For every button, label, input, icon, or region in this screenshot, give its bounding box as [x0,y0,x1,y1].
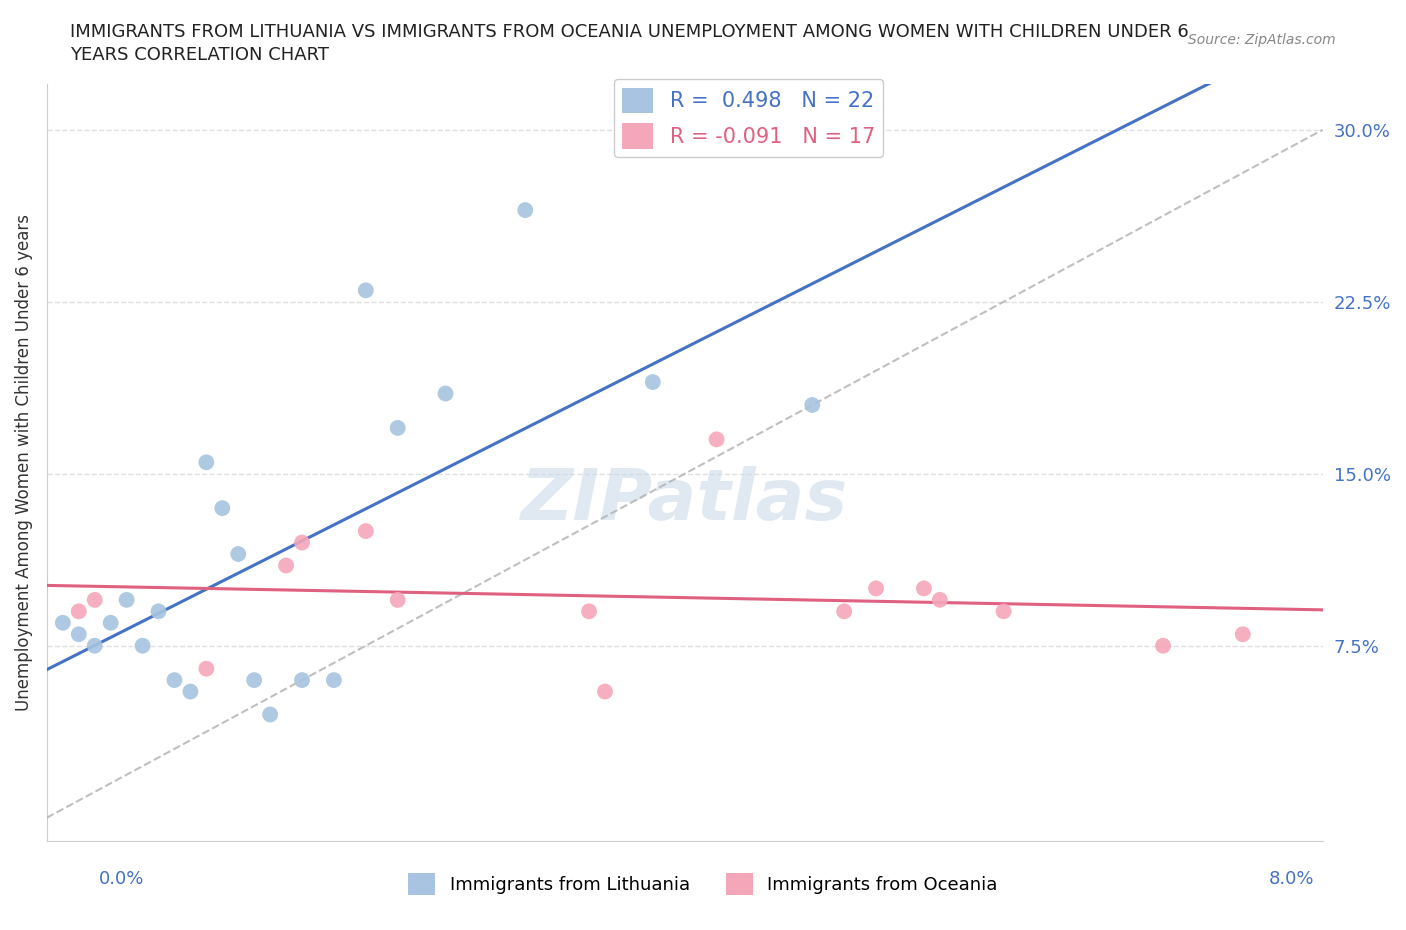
Text: IMMIGRANTS FROM LITHUANIA VS IMMIGRANTS FROM OCEANIA UNEMPLOYMENT AMONG WOMEN WI: IMMIGRANTS FROM LITHUANIA VS IMMIGRANTS … [70,23,1189,41]
Point [593,684,616,699]
Point [83,638,105,653]
Point [1152,638,1174,653]
Point [100,616,122,631]
Point [291,535,314,550]
Point [387,592,409,607]
Point [387,420,409,435]
Point [115,592,138,607]
Point [578,604,600,618]
Point [163,672,186,687]
Point [243,672,266,687]
Point [434,386,457,401]
Point [148,604,170,618]
Point [291,672,314,687]
Point [274,558,297,573]
Point [641,375,664,390]
Point [801,397,824,412]
Point [211,500,233,515]
Point [354,524,377,538]
Point [67,627,90,642]
Point [928,592,950,607]
Point [131,638,153,653]
Point [83,592,105,607]
Point [515,203,537,218]
Y-axis label: Unemployment Among Women with Children Under 6 years: Unemployment Among Women with Children U… [15,214,32,711]
Point [1232,627,1254,642]
Text: 8.0%: 8.0% [1270,870,1315,888]
Point [832,604,855,618]
Legend: R =  0.498   N = 22, R = -0.091   N = 17: R = 0.498 N = 22, R = -0.091 N = 17 [613,79,883,157]
Text: YEARS CORRELATION CHART: YEARS CORRELATION CHART [70,46,329,64]
Point [354,283,377,298]
Point [322,672,344,687]
Point [912,581,935,596]
Text: ZIPatlas: ZIPatlas [522,466,848,535]
Point [706,432,728,446]
Point [226,547,249,562]
Text: 0.0%: 0.0% [98,870,143,888]
Point [195,455,218,470]
Point [52,616,75,631]
Point [865,581,887,596]
Legend: Immigrants from Lithuania, Immigrants from Oceania: Immigrants from Lithuania, Immigrants fr… [401,866,1005,902]
Point [179,684,201,699]
Text: Source: ZipAtlas.com: Source: ZipAtlas.com [1188,33,1336,46]
Point [67,604,90,618]
Point [993,604,1015,618]
Point [259,707,281,722]
Point [195,661,218,676]
